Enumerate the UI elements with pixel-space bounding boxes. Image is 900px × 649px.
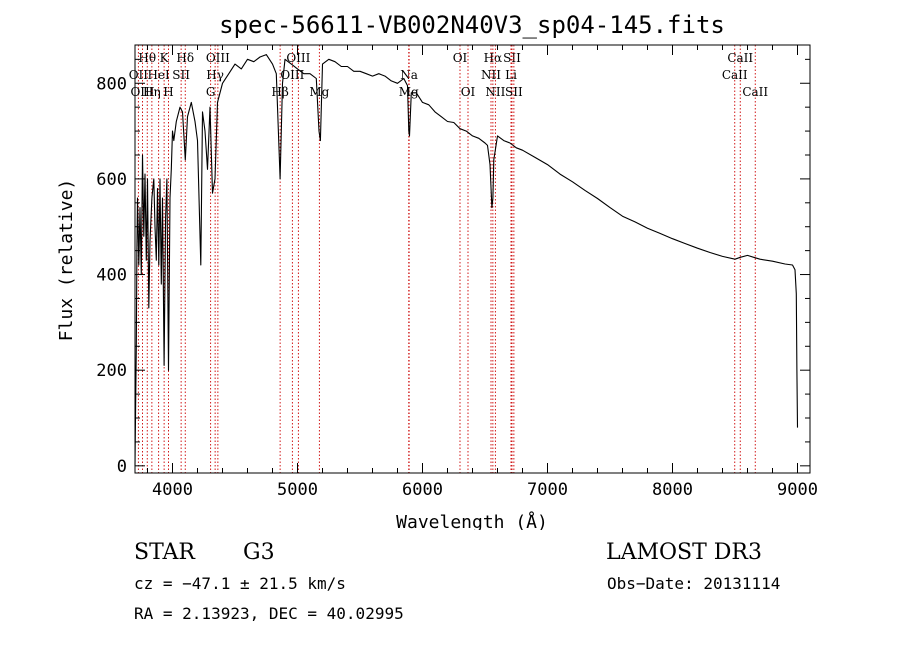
plot-frame xyxy=(134,44,811,474)
line-marker-label: K xyxy=(160,51,170,65)
x-tick-label: 9000 xyxy=(777,480,818,500)
object-class: STAR xyxy=(134,540,195,565)
y-tick-label: 800 xyxy=(96,74,127,94)
line-marker-label: OIII xyxy=(206,51,230,65)
line-marker-label: Na xyxy=(400,68,418,82)
y-tick-label: 600 xyxy=(96,170,127,190)
line-marker-label: SII xyxy=(505,85,523,99)
line-marker-label: Hη xyxy=(143,85,161,99)
observation-date: Obs−Date: 20131114 xyxy=(607,574,781,593)
y-tick-label: 0 xyxy=(117,457,127,477)
line-marker-label: Mg xyxy=(399,85,419,99)
x-axis-label: Wavelength (Å) xyxy=(396,511,548,530)
x-tick-label: 4000 xyxy=(152,480,193,500)
line-marker-label: CaII xyxy=(722,68,748,82)
line-marker-label: CaII xyxy=(727,51,753,65)
chart-title: spec-56611-VB002N40V3_sp04-145.fits xyxy=(219,11,725,39)
line-marker-label: SII xyxy=(503,51,521,65)
y-tick-label: 200 xyxy=(96,361,127,381)
x-tick-label: 7000 xyxy=(527,480,568,500)
line-marker-label: CaII xyxy=(742,85,768,99)
line-marker-label: OIII xyxy=(286,51,310,65)
line-marker-label: OII xyxy=(129,68,149,82)
line-marker-label: OI xyxy=(453,51,468,65)
line-marker-label: Mg xyxy=(309,85,329,99)
line-marker-label: Hγ xyxy=(206,68,224,82)
line-marker-label: NII xyxy=(485,85,505,99)
line-marker-label: Hβ xyxy=(271,85,288,99)
line-marker-label: G xyxy=(206,85,216,99)
y-tick-label: 400 xyxy=(96,266,127,286)
y-axis-label: Flux (relative) xyxy=(56,179,77,342)
object-subclass: G3 xyxy=(243,540,275,565)
survey-name: LAMOST DR3 xyxy=(606,540,762,565)
x-tick-label: 5000 xyxy=(277,480,318,500)
sky-coordinates: RA = 2.13923, DEC = 40.02995 xyxy=(134,604,404,623)
line-marker-label: H xyxy=(163,85,173,99)
line-marker-label: Hθ xyxy=(138,51,156,65)
spectrum-chart: spec-56611-VB002N40V3_sp04-145.fits Hθ K H… xyxy=(56,11,818,530)
line-marker-label: OIII xyxy=(130,85,154,99)
axes: 4000 5000 6000 7000 8000 9000 0 200 400 600 800 xyxy=(96,44,818,500)
line-marker-label: Hδ xyxy=(176,51,194,65)
redshift-value: cz = −47.1 ± 21.5 km/s xyxy=(134,574,346,593)
line-marker-label: OIII xyxy=(280,68,304,82)
line-marker-label: SII xyxy=(172,68,190,82)
line-marker-label: OI xyxy=(461,85,476,99)
x-tick-label: 6000 xyxy=(402,480,443,500)
x-tick-label: 8000 xyxy=(652,480,693,500)
line-marker-label: NII xyxy=(481,68,501,82)
line-marker-label: Hα xyxy=(484,51,503,65)
spectrum-line xyxy=(134,54,799,466)
line-marker-label: Li xyxy=(505,68,517,82)
line-marker-label: HeI xyxy=(147,68,170,82)
